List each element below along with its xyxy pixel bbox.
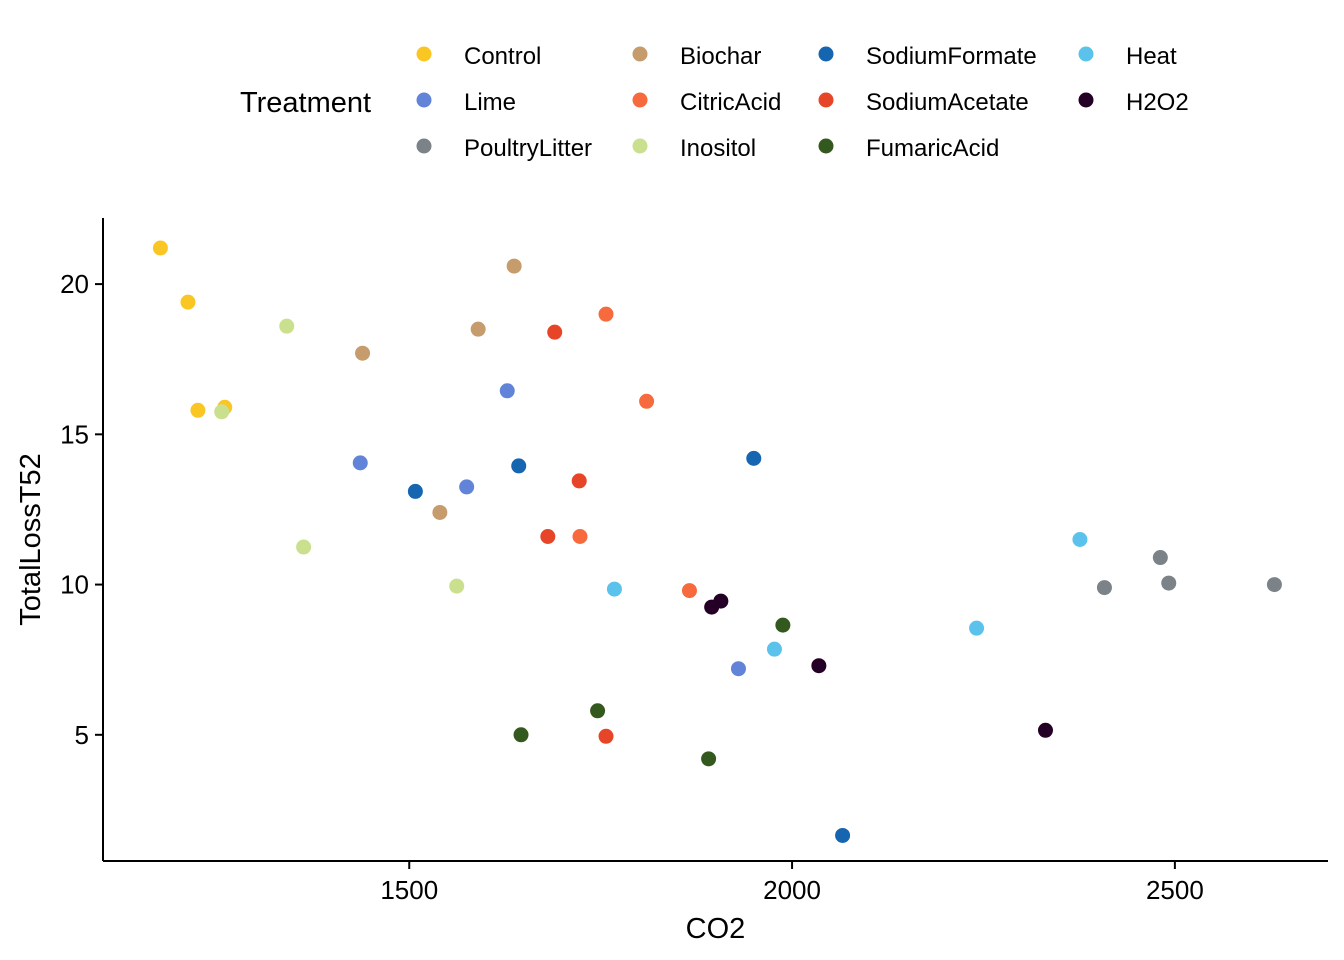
data-point — [639, 393, 655, 409]
y-tick-label: 15 — [60, 419, 89, 449]
legend-title: Treatment — [240, 87, 371, 119]
legend-label: FumaricAcid — [866, 135, 999, 162]
data-point — [1072, 532, 1088, 547]
x-tick-label: 2000 — [763, 875, 821, 905]
data-point — [681, 583, 697, 599]
data-point — [766, 641, 782, 657]
data-point — [606, 581, 622, 597]
legend-label: Inositol — [680, 135, 756, 162]
legend-label: PoultryLitter — [464, 135, 592, 162]
data-point — [775, 617, 791, 633]
data-point — [746, 450, 762, 466]
legend-marker — [632, 46, 648, 62]
legend-label: Lime — [464, 89, 516, 116]
data-point — [1037, 722, 1053, 738]
data-point — [511, 458, 527, 474]
data-point — [432, 504, 448, 520]
legend-marker — [1078, 92, 1094, 108]
legend-label: H2O2 — [1126, 89, 1189, 116]
data-point — [449, 578, 465, 594]
data-point — [713, 593, 729, 609]
data-point — [540, 528, 556, 544]
data-point — [407, 483, 423, 499]
data-point — [572, 528, 588, 544]
data-point — [352, 455, 368, 471]
legend-label: CitricAcid — [680, 89, 781, 116]
data-point — [180, 294, 196, 310]
x-tick-label: 2500 — [1146, 875, 1204, 905]
data-point — [1096, 580, 1112, 596]
data-point — [730, 661, 746, 677]
data-point — [598, 306, 614, 322]
data-point — [1161, 575, 1177, 591]
x-ticks: 1500 2000 2500 — [380, 861, 1204, 905]
data-point — [190, 402, 206, 418]
legend: Treatment Control Lime PoultryLitter Biocha… — [240, 43, 1189, 162]
legend-marker — [1078, 46, 1094, 62]
legend-marker — [632, 138, 648, 154]
data-point — [701, 751, 717, 767]
y-axis-title: TotalLossT52 — [15, 453, 47, 626]
data-point — [969, 620, 985, 636]
data-point — [835, 827, 851, 843]
data-point — [1152, 550, 1168, 566]
axes: 1500 2000 2500 5 10 15 20 CO2 TotalLossT52 — [15, 218, 1328, 945]
legend-marker — [818, 138, 834, 154]
x-tick-label: 1500 — [380, 875, 438, 905]
data-point — [571, 473, 587, 489]
legend-marker — [632, 92, 648, 108]
legend-label: Biochar — [680, 43, 761, 70]
legend-label: SodiumAcetate — [866, 89, 1029, 116]
data-point — [513, 727, 529, 743]
legend-marker — [818, 92, 834, 108]
legend-marker — [416, 138, 432, 154]
legend-label: Control — [464, 43, 541, 70]
data-point — [279, 318, 295, 334]
data-point — [152, 240, 168, 256]
data-point — [590, 703, 606, 719]
legend-label: Heat — [1126, 43, 1177, 70]
data-point — [1266, 577, 1282, 593]
data-point — [506, 258, 522, 274]
data-points — [152, 240, 1282, 843]
legend-marker — [416, 46, 432, 62]
data-point — [598, 728, 614, 744]
y-tick-label: 10 — [60, 570, 89, 600]
data-point — [811, 658, 827, 674]
legend-marker — [818, 46, 834, 62]
legend-label: SodiumFormate — [866, 43, 1037, 70]
y-tick-label: 20 — [60, 269, 89, 299]
data-point — [296, 539, 312, 555]
y-tick-label: 5 — [75, 720, 89, 750]
data-point — [499, 383, 515, 399]
data-point — [547, 324, 563, 340]
data-point — [214, 404, 230, 420]
data-point — [355, 345, 371, 361]
data-point — [459, 479, 475, 495]
data-point — [470, 321, 486, 337]
y-ticks: 5 10 15 20 — [60, 269, 103, 750]
x-axis-title: CO2 — [686, 913, 746, 945]
legend-marker — [416, 92, 432, 108]
